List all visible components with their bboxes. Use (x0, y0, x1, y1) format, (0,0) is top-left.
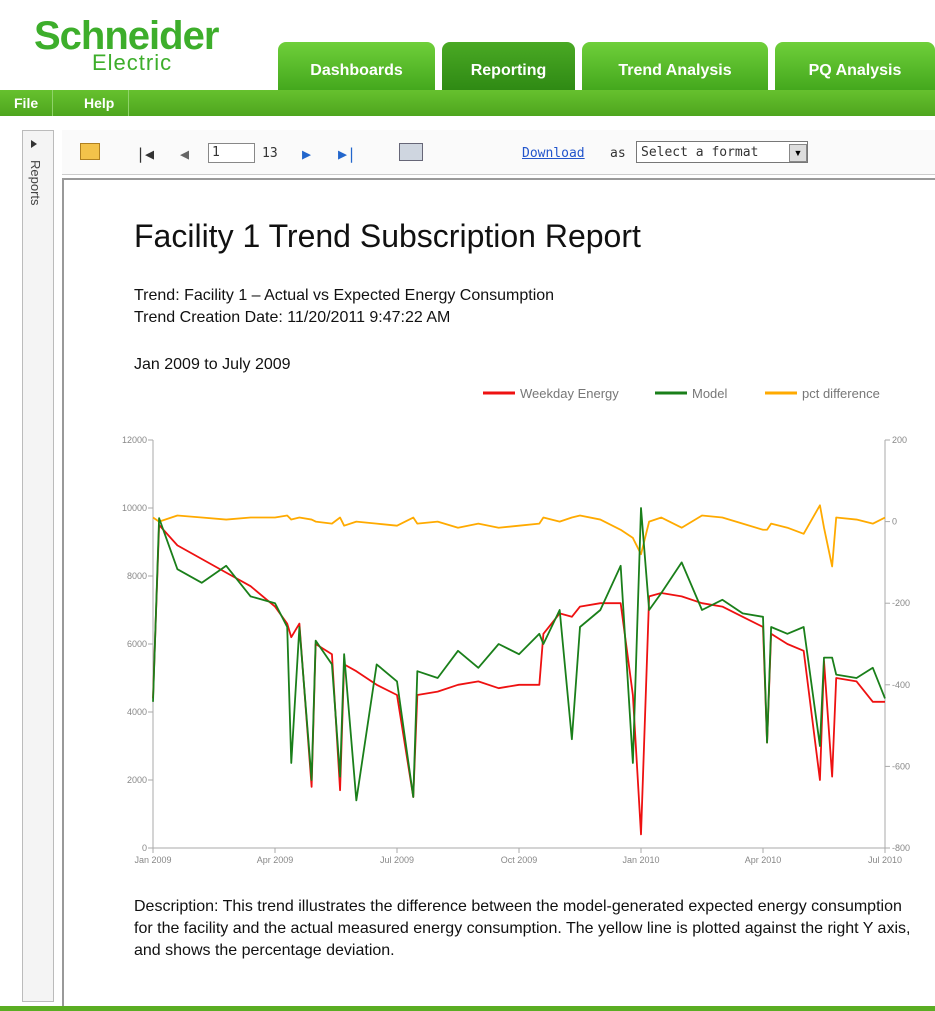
as-label: as (610, 146, 626, 161)
y2-tick-label: 200 (892, 435, 907, 445)
y2-tick-label: -600 (892, 761, 910, 771)
tab-active[interactable]: Reporting (442, 42, 575, 90)
menu-bar (0, 90, 935, 116)
y-tick-label: 10000 (122, 503, 147, 513)
tab[interactable]: PQ Analysis (775, 42, 935, 90)
legend-label: pct difference (802, 386, 880, 401)
y2-tick-label: 0 (892, 517, 897, 527)
y-tick-label: 0 (142, 843, 147, 853)
chart: 020004000600080001000012000-800-600-400-… (122, 386, 910, 865)
series-line (152, 504, 886, 568)
y-tick-label: 8000 (127, 571, 147, 581)
first-page[interactable]: |◀ (136, 145, 155, 163)
print-icon[interactable] (399, 143, 423, 161)
tab[interactable]: Trend Analysis (582, 42, 768, 90)
last-page[interactable]: ▶| (338, 145, 357, 163)
sidebar[interactable] (22, 130, 54, 1002)
y-tick-label: 4000 (127, 707, 147, 717)
menu-item[interactable]: Help (70, 90, 130, 116)
report-line: Jan 2009 to July 2009 (134, 356, 291, 373)
x-tick-label: Jan 2010 (622, 855, 659, 865)
open-icon[interactable] (80, 143, 100, 160)
y-tick-label: 6000 (127, 639, 147, 649)
next-page[interactable]: ▶ (302, 145, 312, 163)
report-title: Facility 1 Trend Subscription Report (134, 218, 641, 254)
x-tick-label: Jul 2010 (868, 855, 902, 865)
x-tick-label: Jul 2009 (380, 855, 414, 865)
report-line: Trend Creation Date: 11/20/2011 9:47:22 … (134, 309, 451, 326)
download-link[interactable]: Download (522, 146, 585, 161)
y2-tick-label: -800 (892, 843, 910, 853)
legend-label: Model (692, 386, 728, 401)
x-tick-label: Jan 2009 (134, 855, 171, 865)
x-tick-label: Apr 2010 (745, 855, 782, 865)
report-line: Trend: Facility 1 – Actual vs Expected E… (134, 287, 555, 304)
legend-label: Weekday Energy (520, 386, 619, 401)
page-input[interactable]: 1 (208, 143, 255, 163)
y-tick-label: 2000 (127, 775, 147, 785)
series-line (152, 524, 885, 836)
prev-page[interactable]: ◀ (180, 145, 190, 163)
y2-tick-label: -400 (892, 680, 910, 690)
sidebar-label: Reports (28, 160, 43, 206)
expand-arrow[interactable] (31, 140, 37, 148)
page-count: 13 (262, 146, 278, 161)
format-select[interactable]: Select a format (636, 141, 808, 163)
report-description: Description: This trend illustrates the … (134, 898, 911, 959)
y2-tick-label: -200 (892, 598, 910, 608)
select-arrow[interactable]: ▼ (789, 144, 807, 162)
logo-sub: Electric (92, 50, 173, 75)
tab[interactable]: Dashboards (278, 42, 435, 90)
logo: Schneider (34, 14, 219, 58)
series-line (152, 507, 886, 802)
x-tick-label: Apr 2009 (257, 855, 294, 865)
x-tick-label: Oct 2009 (501, 855, 538, 865)
footer-bar (0, 1006, 935, 1011)
menu-item[interactable]: File (0, 90, 54, 116)
y-tick-label: 12000 (122, 435, 147, 445)
